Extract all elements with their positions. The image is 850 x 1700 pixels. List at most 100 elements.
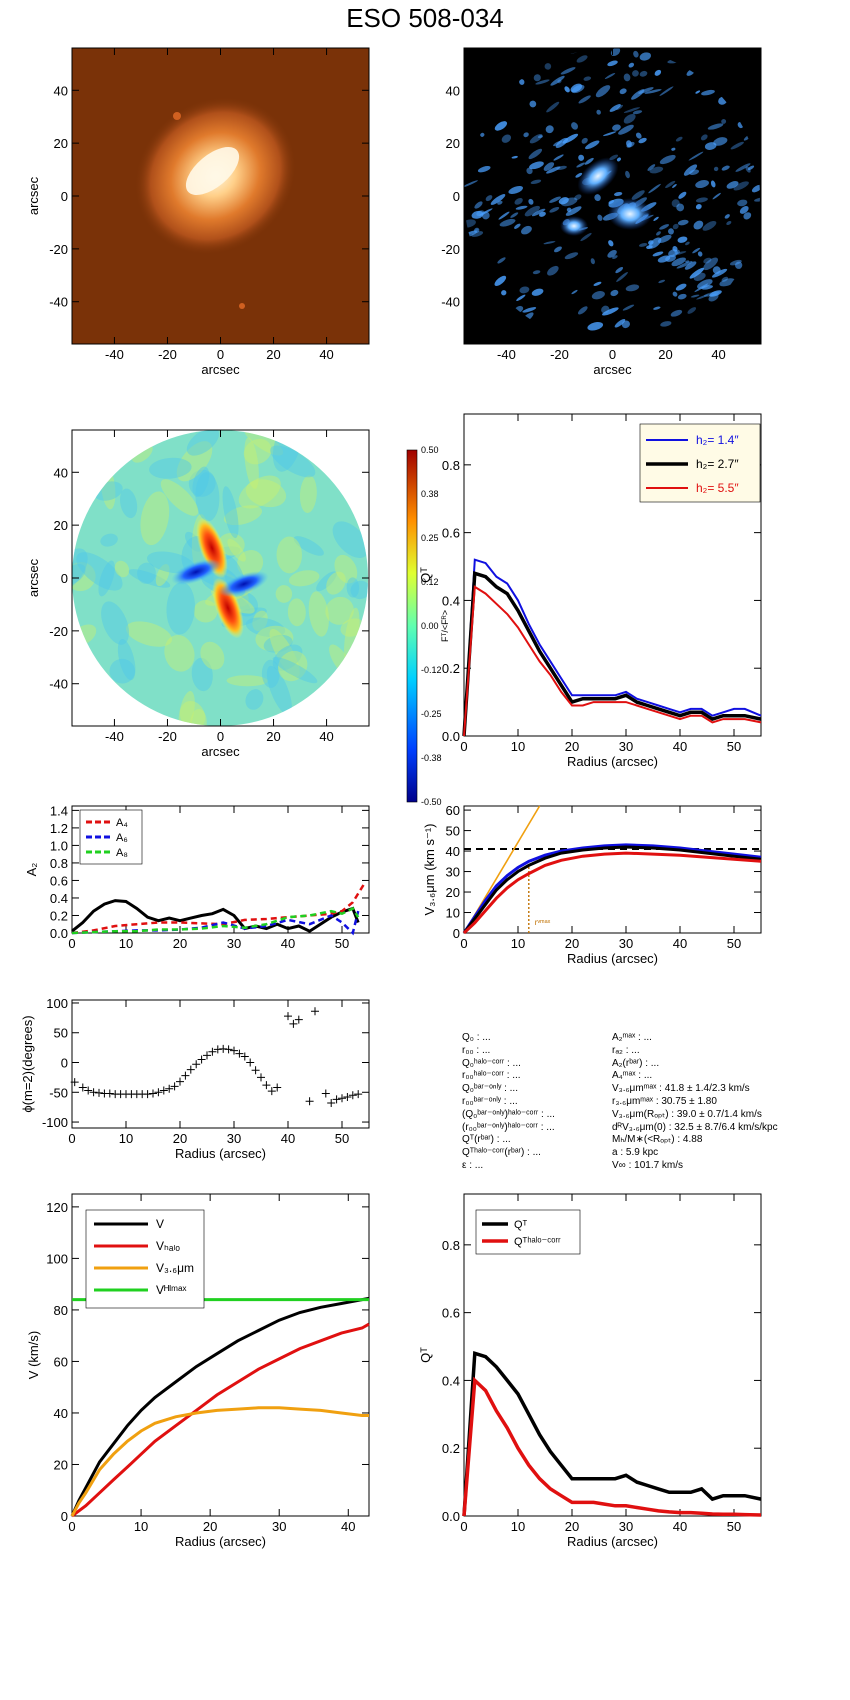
force-map-blob (200, 641, 225, 670)
residual-speckle (501, 290, 507, 296)
rotation-components-legend-label: V (156, 1217, 164, 1231)
parameter-line: V₃.₆μmᵐᵃˣ : 41.8 ± 1.4/2.3 km/s (612, 1083, 750, 1095)
galaxy-image-ylabel: arcsec (26, 176, 41, 215)
residual-speckle (477, 166, 491, 173)
residual-speckle (659, 154, 676, 165)
residual-speckle (695, 179, 709, 189)
residual-speckle (508, 186, 523, 195)
galaxy-image-xtick-label: -20 (158, 347, 177, 362)
rotation-components-xtick-label: 10 (134, 1519, 148, 1534)
residual-arm (608, 198, 652, 230)
fourier-amplitudes-ytick-label: 1.2 (50, 821, 68, 836)
residual-speckle (632, 70, 639, 77)
residual-speckle (530, 179, 542, 185)
parameter-line: ε : ... (462, 1159, 484, 1171)
phase-profile-point (70, 1078, 79, 1087)
force-map-xtick-label: -40 (105, 729, 124, 744)
phase-profile-point (149, 1089, 157, 1098)
fourier-amplitudes-legend-label: A₈ (116, 847, 128, 859)
force-map-blob (244, 437, 259, 490)
residual-speckle (558, 197, 569, 205)
residual-speckle (693, 272, 706, 282)
phase-profile-point (338, 1094, 346, 1103)
fourier-amplitudes-xtick-label: 30 (227, 936, 241, 951)
force-map-blob (195, 472, 220, 522)
parameter-line: V₃.₆μm(Rₒₚₜ) : 39.0 ± 0.7/1.4 km/s (612, 1108, 762, 1120)
parameter-line: a : 5.9 kpc (612, 1147, 659, 1159)
phase-profile-point (343, 1093, 352, 1102)
residual-speckle (700, 134, 708, 141)
force-map-ytick-label: -20 (49, 624, 68, 639)
residual-speckle (690, 294, 700, 298)
rotation-components-series (70, 1296, 370, 1517)
force-map-blob (119, 488, 138, 519)
fourier-amplitudes-frame (71, 805, 370, 934)
qt-halo-corrected-legend-label: Qᵀʰᵃˡᵒ⁻ᶜᵒʳʳ (514, 1236, 561, 1248)
galaxy-bulge (185, 147, 240, 195)
qt-halo-corrected-series (462, 1350, 762, 1517)
residual-image-ytick-label: 0 (453, 189, 460, 204)
residual-speckle (713, 137, 728, 146)
qt-halo-corrected-xtick-label: 0 (460, 1519, 467, 1534)
fourier-amplitudes-ytick-label: 0.8 (50, 856, 68, 871)
residual-speckle (622, 304, 635, 311)
rotation-components-ytick-label: 100 (46, 1251, 68, 1266)
rotation-curve-36-xlabel: Radius (arcsec) (567, 951, 658, 966)
phase-profile-point (327, 1099, 336, 1107)
rotation-curve-36-xtick-label: 30 (619, 936, 633, 951)
force-map-blob (238, 475, 281, 509)
rotation-components-legend-label: V₃.₆μm (156, 1261, 194, 1275)
qt-halo-corrected-xlabel: Radius (arcsec) (567, 1534, 658, 1549)
residual-speckle (578, 154, 585, 161)
qt-halo-corrected-ytick-label: 0.0 (442, 1509, 460, 1524)
residual-speckle (724, 214, 730, 219)
force-map-blob (325, 596, 354, 625)
rotation-curve-36-xtick-label: 20 (565, 936, 579, 951)
fourier-amplitudes-xtick-label: 50 (335, 936, 349, 951)
force-map-blob (299, 475, 317, 513)
phase-profile-point (143, 1090, 152, 1099)
residual-speckle (631, 89, 645, 100)
phase-profile-point (105, 1089, 114, 1098)
residual-speckle (657, 234, 672, 244)
phase-profile-point (95, 1088, 103, 1097)
force-map-ytick-label: 40 (54, 465, 68, 480)
qt-profile-ytick-label: 0.8 (442, 458, 460, 473)
residual-speckle (610, 289, 619, 297)
phase-profile-point (251, 1066, 260, 1075)
residual-speckle (553, 154, 564, 161)
residual-speckle (537, 135, 543, 139)
rotation-curve-36-series (462, 851, 762, 935)
parameter-line: rₐ₂ : ... (612, 1044, 640, 1056)
residual-speckle (576, 162, 585, 168)
qt-profile-xtick-label: 30 (619, 739, 633, 754)
qt-halo-corrected-ytick-label: 0.8 (442, 1238, 460, 1253)
force-map-blob (293, 536, 324, 556)
force-map-blob (245, 617, 286, 638)
force-map-blob (226, 675, 268, 687)
rotation-components-ytick-label: 20 (54, 1457, 68, 1472)
qt-halo-corrected-ylabel: Qᵀ (418, 1347, 433, 1363)
page-title: ESO 508-034 (346, 3, 504, 33)
qt-profile-frame (463, 413, 762, 737)
residual-speckle (494, 275, 507, 286)
residual-speckle (730, 141, 744, 150)
phase-profile-point (321, 1089, 330, 1098)
rotation-curve-36-series (462, 845, 762, 934)
force-map-blob (272, 644, 303, 671)
force-map-blob (350, 580, 368, 600)
force-map-blob (261, 659, 280, 688)
phase-profile-xtick-label: 10 (119, 1131, 133, 1146)
residual-speckle (602, 307, 619, 316)
residual-speckle (649, 166, 664, 174)
residual-speckle (628, 62, 635, 68)
residual-speckle (618, 124, 634, 135)
galaxy-image-ytick-label: 0 (61, 189, 68, 204)
residual-speckle (701, 285, 714, 290)
phase-profile-point (262, 1081, 271, 1090)
residual-image-ytick-label: -20 (441, 242, 460, 257)
residual-core (577, 157, 619, 195)
residual-speckle (677, 236, 688, 243)
residual-speckle (580, 232, 592, 242)
force-map-colorbar-tick: -0.25 (421, 709, 442, 719)
